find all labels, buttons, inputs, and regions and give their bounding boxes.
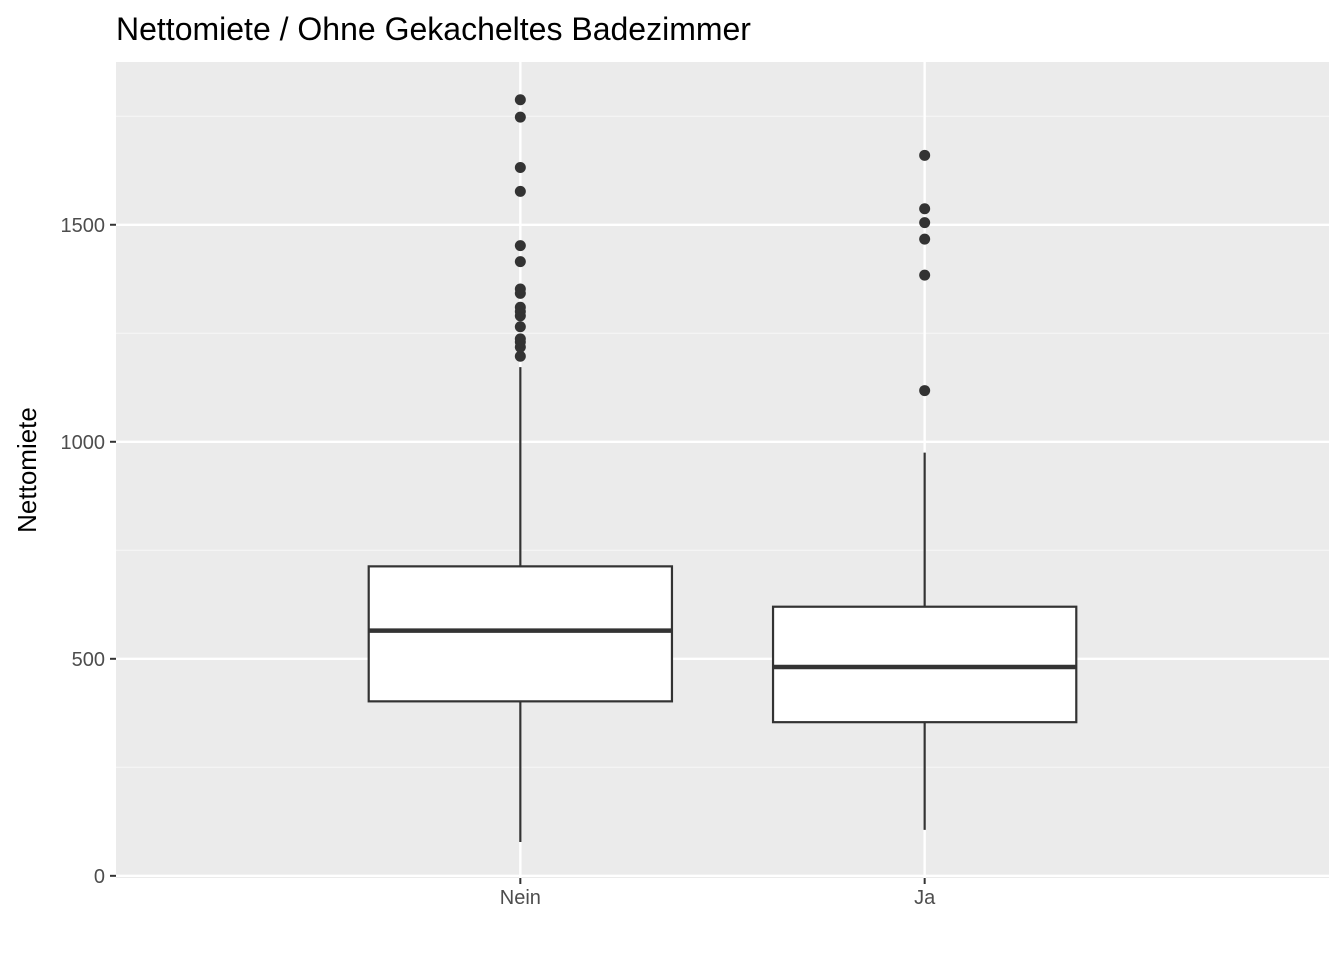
x-axis: Nein Ja [500,878,936,909]
outlier-point [514,321,526,333]
outlier-point [514,111,526,123]
box-nein [367,94,674,842]
boxes-layer [367,94,1078,842]
outlier-point [514,240,526,252]
outlier-point [514,283,526,295]
y-tick-label: 1500 [61,215,106,237]
outlier-point [514,161,526,173]
outlier-point [514,333,526,345]
y-tick-label: 1000 [61,432,106,454]
outlier-point [514,301,526,313]
plot-panel [116,62,1329,878]
chart-title: Nettomiete / Ohne Gekacheltes Badezimmer [116,11,751,47]
outlier-point [514,185,526,197]
y-axis: 0 500 1000 1500 [61,215,116,888]
outlier-point [919,233,931,245]
iqr-box [367,565,674,703]
y-tick-label: 0 [94,866,105,888]
outlier-point [514,256,526,268]
y-axis-label: Nettomiete [12,407,42,533]
y-tick-label: 500 [72,649,105,671]
outlier-point [514,94,526,106]
outlier-point [919,217,931,229]
outlier-point [919,385,931,397]
outlier-point [514,350,526,362]
outlier-point [919,149,931,161]
x-tick-label: Nein [500,887,541,909]
outlier-point [919,269,931,281]
minor-grid [116,115,1329,768]
box-ja [771,149,1078,830]
iqr-box [771,605,1078,724]
x-tick-label: Ja [914,887,936,909]
outlier-point [919,203,931,215]
